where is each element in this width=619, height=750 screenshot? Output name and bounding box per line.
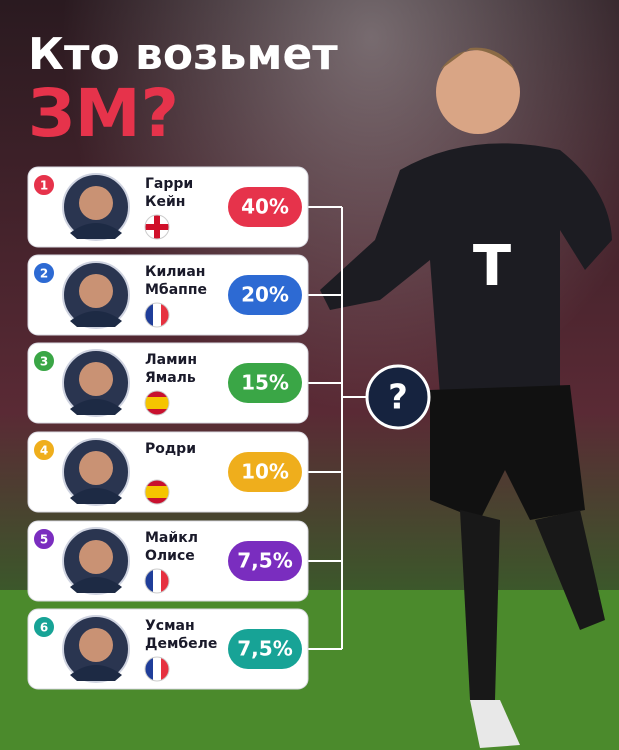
last-name: Мбаппе: [145, 282, 207, 298]
flag-border: [144, 390, 170, 416]
flag: [144, 390, 170, 416]
rank-badge: [32, 438, 56, 462]
flag-border: [144, 302, 170, 328]
svg-text:T: T: [473, 234, 511, 299]
flag-stripe: [153, 569, 161, 593]
avatar-body: [70, 665, 122, 681]
avatar-body: [70, 488, 122, 504]
rank: 5: [40, 533, 48, 547]
percent-pill: [228, 275, 302, 315]
avatar-body: [70, 399, 122, 415]
last-name: Олисе: [145, 548, 195, 564]
last-name: Кейн: [145, 194, 185, 210]
flag: [144, 656, 170, 682]
percent-pill: [228, 629, 302, 669]
flag-stripe: [161, 657, 169, 681]
player-card: 3 Ламин Ямаль 15%: [27, 342, 309, 424]
title-accent: ЗМ?: [28, 75, 179, 152]
avatar-body: [70, 311, 122, 327]
last-name: Дембеле: [145, 636, 217, 652]
avatar-face: [79, 362, 113, 396]
flag-stripe: [145, 224, 169, 230]
percent: 40%: [241, 195, 289, 219]
flag-fill: [145, 657, 169, 681]
percent-pill: [228, 452, 302, 492]
avatar-face: [79, 186, 113, 220]
rank-badge: [32, 173, 56, 197]
flag: [144, 302, 170, 328]
flag-border: [144, 214, 170, 240]
flag-stripe: [153, 303, 161, 327]
percent-pill: [228, 187, 302, 227]
flag-fill: [145, 303, 169, 327]
first-name: Килиан: [145, 264, 205, 280]
flag: [144, 568, 170, 594]
rank-badge: [32, 615, 56, 639]
avatar-body: [70, 223, 122, 239]
title-line: Кто возьмет: [28, 29, 338, 80]
rank-badge: [32, 527, 56, 551]
player-card: 4 Родри 10%: [27, 431, 309, 513]
player-card: 2 Килиан Мбаппе 20%: [27, 254, 309, 336]
flag: [144, 214, 170, 240]
bracket: [308, 206, 368, 650]
player-card: 1 Гарри Кейн 40%: [27, 166, 309, 248]
flag-stripe: [145, 486, 169, 498]
flag: [144, 479, 170, 505]
first-name: Гарри: [145, 176, 193, 192]
flag-border: [144, 656, 170, 682]
avatar-face: [79, 274, 113, 308]
flag-border: [144, 479, 170, 505]
player-figure: T: [320, 47, 612, 748]
avatar-face: [79, 540, 113, 574]
flag-stripe: [145, 303, 153, 327]
flag-stripe: [145, 569, 153, 593]
flag-stripe: [145, 657, 153, 681]
percent: 20%: [241, 283, 289, 307]
avatar-face: [79, 628, 113, 662]
flag-fill: [145, 391, 169, 415]
rank: 3: [40, 355, 48, 369]
flag-border: [144, 568, 170, 594]
first-name: Усман: [145, 618, 195, 634]
flag-stripe: [145, 397, 169, 409]
first-name: Ламин: [145, 352, 197, 368]
rank-badge: [32, 349, 56, 373]
mystery-circle: [365, 364, 431, 430]
percent-pill: [228, 541, 302, 581]
percent: 10%: [241, 460, 289, 484]
percent: 7,5%: [237, 549, 292, 573]
rank: 4: [40, 444, 48, 458]
first-name: Родри: [145, 441, 196, 457]
player-card: 5 Майкл Олисе 7,5%: [27, 520, 309, 602]
flag-fill: [145, 215, 169, 239]
rank: 1: [40, 179, 48, 193]
flag-fill: [145, 569, 169, 593]
rank: 6: [40, 621, 48, 635]
flag-stripe: [153, 657, 161, 681]
player-card: 6 Усман Дембеле 7,5%: [27, 608, 309, 690]
flag-stripe: [161, 303, 169, 327]
last-name: Ямаль: [145, 370, 196, 386]
flag-stripe: [161, 569, 169, 593]
avatar-body: [70, 577, 122, 593]
percent: 7,5%: [237, 637, 292, 661]
avatar-face: [79, 451, 113, 485]
rank-badge: [32, 261, 56, 285]
percent: 15%: [241, 371, 289, 395]
rank: 2: [40, 267, 48, 281]
percent-pill: [228, 363, 302, 403]
first-name: Майкл: [145, 530, 198, 546]
flag-fill: [145, 480, 169, 504]
mystery-mark: ?: [388, 378, 408, 418]
